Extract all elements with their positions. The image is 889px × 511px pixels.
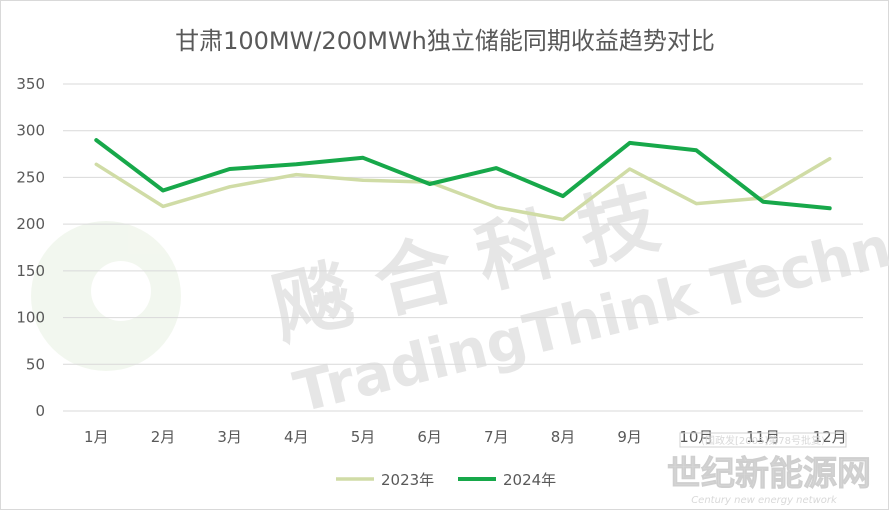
data-point xyxy=(628,167,632,171)
data-point xyxy=(294,173,298,177)
x-tick-label: 7月 xyxy=(484,428,509,446)
footer-branding: (国政发[2005]第78号批复) 世纪新能源网 Century new ene… xyxy=(667,432,871,506)
series-line-0 xyxy=(94,156,832,222)
data-point xyxy=(494,205,498,209)
data-point xyxy=(294,162,298,166)
data-point xyxy=(161,204,165,208)
legend-item-0: 2023年 xyxy=(336,471,434,489)
footer-site-en: Century new energy network xyxy=(691,495,838,506)
x-tick-label: 5月 xyxy=(351,428,376,446)
data-point xyxy=(628,141,632,145)
legend-label: 2024年 xyxy=(503,471,556,489)
data-point xyxy=(828,157,832,161)
data-point xyxy=(228,185,232,189)
data-point xyxy=(561,194,565,198)
x-axis: 1月 2月 3月 4月 5月 6月 7月 8月 9月 10月 11月 12月 xyxy=(84,428,847,446)
y-tick-label: 250 xyxy=(16,168,45,186)
plot-area xyxy=(94,138,832,222)
y-tick-label: 50 xyxy=(26,355,45,373)
data-point xyxy=(361,156,365,160)
data-point xyxy=(361,178,365,182)
footer-note: (国政发[2005]第78号批复) xyxy=(701,434,825,447)
data-point xyxy=(828,206,832,210)
y-tick-label: 200 xyxy=(16,215,45,233)
data-point xyxy=(428,182,432,186)
y-axis: 0 50 100 150 200 250 300 350 xyxy=(16,75,45,420)
y-tick-label: 100 xyxy=(16,309,45,327)
legend: 2023年 2024年 xyxy=(336,471,556,489)
data-point xyxy=(228,167,232,171)
x-tick-label: 2月 xyxy=(151,428,176,446)
data-point xyxy=(161,189,165,193)
x-tick-label: 3月 xyxy=(217,428,242,446)
data-point xyxy=(694,148,698,152)
footer-site: 世纪新能源网 xyxy=(667,454,871,494)
legend-item-1: 2024年 xyxy=(458,471,556,489)
y-tick-label: 150 xyxy=(16,262,45,280)
footer-note-box xyxy=(679,432,847,448)
series-line-1 xyxy=(94,138,832,211)
y-tick-label: 350 xyxy=(16,75,45,93)
y-tick-label: 0 xyxy=(35,402,45,420)
data-point xyxy=(94,138,98,142)
y-tick-label: 300 xyxy=(16,122,45,140)
data-point xyxy=(494,166,498,170)
data-point xyxy=(694,202,698,206)
chart-title: 甘肃100MW/200MWh独立储能同期收益趋势对比 xyxy=(175,27,715,55)
x-tick-label: 1月 xyxy=(84,428,109,446)
data-point xyxy=(561,217,565,221)
legend-label: 2023年 xyxy=(381,471,434,489)
data-point xyxy=(761,200,765,204)
x-tick-label: 4月 xyxy=(284,428,309,446)
data-point xyxy=(94,162,98,166)
x-tick-label: 8月 xyxy=(551,428,576,446)
watermark-logo xyxy=(31,221,181,371)
x-tick-label: 6月 xyxy=(417,428,442,446)
x-tick-label: 9月 xyxy=(617,428,642,446)
